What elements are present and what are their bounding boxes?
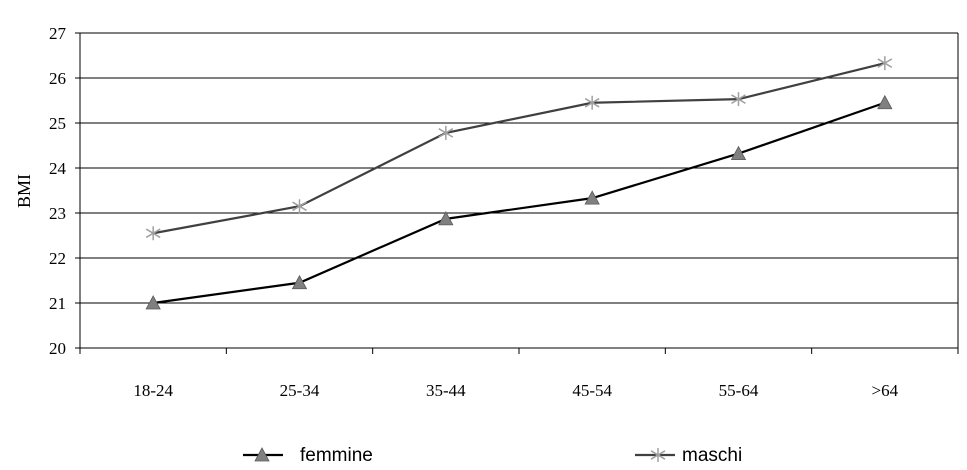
data-point-maschi (731, 92, 746, 107)
series-line-maschi (152, 62, 886, 235)
data-point-maschi (584, 95, 600, 110)
legend-label: maschi (682, 445, 742, 466)
data-point-femmine (145, 295, 161, 310)
y-tick-label: 23 (49, 204, 66, 223)
legend-label: femmine (300, 445, 373, 466)
tick-labels: 20 21 22 23 24 25 26 27 18-24 25-34 35-44 45-54 55-6… (49, 24, 899, 400)
data-point-femmine (291, 274, 308, 290)
gridlines (80, 32, 958, 349)
data-point-femmine (584, 190, 600, 205)
data-point-maschi (145, 226, 161, 241)
series-line-femmine (153, 101, 886, 305)
x-tick-label: 35-44 (426, 381, 466, 400)
y-axis-title: BMI (14, 174, 34, 208)
y-tick-label: 21 (49, 294, 66, 313)
legend-marker (254, 447, 270, 462)
data-point-femmine (877, 94, 893, 110)
y-tick-label: 24 (49, 159, 67, 178)
x-tick-label: >64 (872, 381, 899, 400)
y-tick-label: 27 (49, 24, 67, 43)
x-tick-label: 55-64 (719, 381, 759, 400)
series-lines (145, 56, 893, 310)
legend-item-maschi: maschi (635, 445, 742, 466)
y-tick-label: 22 (49, 249, 66, 268)
x-tick-label: 18-24 (133, 381, 173, 400)
y-tick-label: 26 (49, 69, 66, 88)
legend: femmine maschi (243, 445, 742, 466)
data-point-maschi (292, 199, 307, 214)
x-tick-label: 45-54 (572, 381, 612, 400)
data-point-femmine (730, 145, 747, 161)
y-tick-label: 25 (49, 114, 66, 133)
axes (75, 32, 959, 354)
data-point-maschi (877, 56, 893, 71)
x-tick-label: 25-34 (280, 381, 320, 400)
y-tick-label: 20 (49, 339, 66, 358)
data-point-maschi (438, 125, 454, 140)
legend-marker (650, 448, 666, 462)
legend-item-femmine: femmine (243, 445, 373, 466)
data-point-femmine (438, 211, 454, 226)
